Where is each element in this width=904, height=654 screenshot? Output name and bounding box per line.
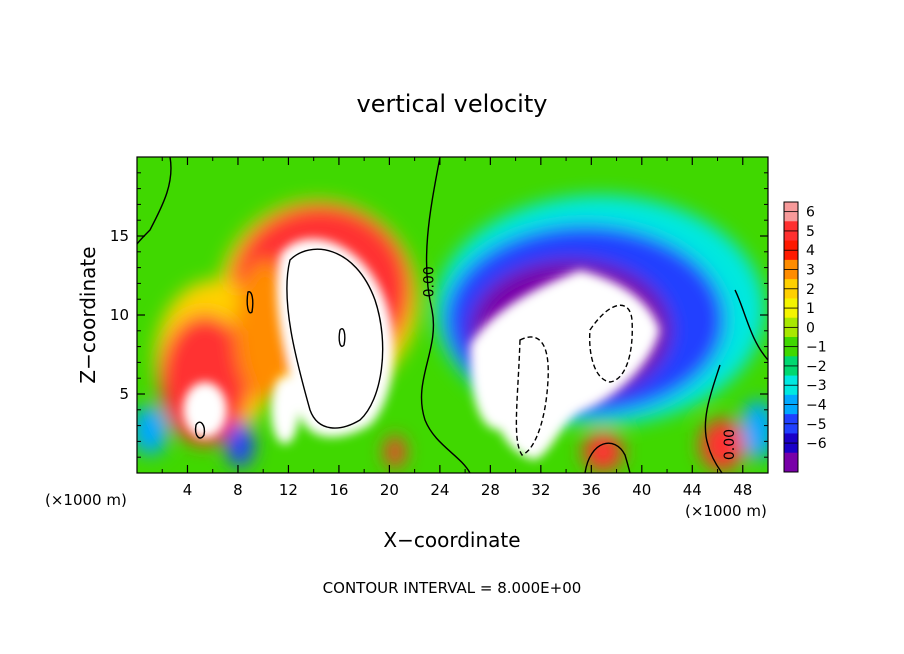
x-tick-label: 4: [183, 481, 193, 499]
y-tick-label: 5: [119, 385, 129, 403]
x-axis-ticks: 4 8 12 16 20 24 28 32 36 40 44 48: [161, 157, 752, 499]
colorbar-label: −6: [806, 436, 827, 452]
colorbar-label: 4: [806, 243, 815, 259]
contour-core-outer: [286, 248, 384, 429]
x-tick-label: 44: [683, 481, 702, 499]
updraft-core: [276, 238, 394, 437]
colorbar-label: −4: [806, 398, 827, 414]
contour-labels: 0.00 0.00: [422, 266, 738, 460]
x-tick-label: 20: [380, 481, 399, 499]
zero-contour-left: [137, 157, 172, 245]
colorbar-label: −3: [806, 378, 827, 394]
colorbar-label: 5: [806, 224, 815, 240]
chart-title: vertical velocity: [357, 90, 548, 118]
colorbar-label: 6: [806, 205, 815, 221]
contour-down-dashed-2: [588, 304, 633, 383]
x-tick-label: 36: [582, 481, 601, 499]
colorbar-label: −1: [806, 340, 827, 356]
x-tick-label: 8: [233, 481, 243, 499]
colorbar-frame: [783, 201, 799, 473]
updraft-left-core: [183, 382, 227, 438]
y-tick-label: 10: [110, 306, 129, 324]
x-tick-label: 16: [329, 481, 348, 499]
contour-core-inner: [338, 328, 346, 347]
x-tick-label: 32: [531, 481, 550, 499]
x-tick-label: 24: [430, 481, 449, 499]
contour-down-dashed-1: [515, 336, 549, 456]
heatmap-field: [137, 157, 768, 473]
x-unit-left: (×1000 m): [45, 491, 127, 509]
downdraft-core: [470, 270, 660, 460]
x-unit-right: (×1000 m): [685, 502, 767, 520]
colorbar-label: 0: [806, 320, 815, 336]
x-axis-label: X−coordinate: [383, 528, 520, 552]
colorbar-label: −5: [806, 417, 827, 433]
updraft-small-core: [271, 376, 299, 444]
contour-left-loop: [194, 421, 206, 439]
colorbar-label: 2: [806, 282, 815, 298]
contour-interval-footer: CONTOUR INTERVAL = 8.000E+00: [323, 579, 582, 597]
colorbar-label: 1: [806, 301, 815, 317]
x-tick-label: 40: [632, 481, 651, 499]
colorbar-label: −2: [806, 359, 827, 375]
colorbar-swatch: [784, 452, 798, 473]
y-axis-ticks: 5 10 15: [110, 172, 768, 458]
contour-small-loop: [246, 291, 254, 314]
zero-contour-right: [704, 289, 768, 473]
contour-label: 0.00: [722, 429, 738, 460]
x-tick-label: 12: [279, 481, 298, 499]
x-tick-label: 48: [733, 481, 752, 499]
contour-low-right: [584, 442, 631, 473]
colorbar-label: 3: [806, 263, 815, 279]
contour-label: 0.00: [422, 266, 438, 297]
x-tick-label: 28: [481, 481, 500, 499]
contour-lines: [137, 157, 768, 473]
colorbar: 6 5 4 3 2 1 0 −1 −2 −3 −4 −5 −6: [783, 201, 827, 473]
zero-contour-center: [420, 157, 471, 473]
y-axis-label: Z−coordinate: [76, 246, 100, 383]
y-tick-label: 15: [110, 227, 129, 245]
